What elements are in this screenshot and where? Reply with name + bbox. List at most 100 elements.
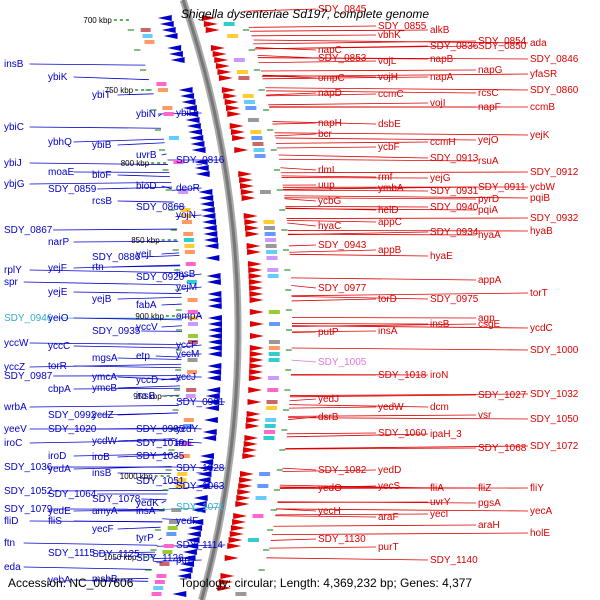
cog-block-right [268, 346, 280, 350]
gene-label: iroN [430, 370, 448, 381]
cog-block-left [186, 388, 197, 392]
minus-strand-feature [198, 465, 213, 471]
gene-callout-line [29, 126, 161, 129]
gene-callout-line [117, 93, 154, 96]
minus-strand-feature [189, 519, 204, 525]
gene-label: holE [530, 528, 550, 539]
gene-label: ycbG [318, 196, 342, 207]
cog-block-right [264, 232, 276, 236]
gene-callout-line [274, 133, 317, 137]
gene-callout-line [262, 74, 377, 78]
gene-label: SDY_1036 [4, 462, 53, 473]
cog-block-right [263, 220, 275, 224]
genome-title: Shigella dysenteriae Sd197, complete gen… [180, 7, 430, 21]
minus-strand-feature [163, 33, 178, 39]
gene-label: SDY_0836 [430, 41, 479, 52]
cog-block-right [265, 418, 277, 422]
gene-label: ftn [4, 538, 15, 549]
cog-block-right [266, 406, 278, 410]
cog-block-right [253, 148, 265, 152]
cog-block-left [178, 190, 189, 194]
gene-callout-line [117, 296, 182, 300]
gene-label: napB [430, 54, 454, 65]
cog-block-left [167, 526, 178, 530]
gene-callout-line [97, 427, 177, 430]
minus-strand-feature [172, 591, 187, 597]
plus-strand-feature [249, 333, 264, 339]
gene-label: SDY_0987 [4, 371, 53, 382]
minus-strand-feature [206, 375, 221, 381]
cog-block-right [266, 256, 278, 260]
minus-strand-feature [189, 135, 204, 141]
gene-label: yejG [430, 173, 451, 184]
gene-callout-line [73, 345, 182, 349]
cog-block-right [244, 100, 256, 104]
gene-callout-line [280, 171, 529, 174]
gene-label: SDY_0912 [530, 167, 579, 178]
gene-label: yejF [48, 263, 67, 274]
plus-strand-feature [202, 15, 216, 21]
cog-block-left [171, 508, 182, 512]
gene-label: SDY_1052 [4, 486, 53, 497]
plus-strand-feature [224, 555, 239, 561]
plus-strand-feature [247, 261, 262, 267]
cog-block-left [166, 532, 177, 536]
gene-label: agp [478, 313, 495, 324]
gene-label: yejE [48, 287, 68, 298]
gene-callout-line [272, 121, 377, 125]
gene-callout-line [289, 406, 377, 409]
minus-strand-feature [190, 141, 205, 147]
gene-label: yecI [430, 509, 448, 520]
gene-label: moaE [48, 167, 74, 178]
kbp-scale-label: 1000 kbp [120, 472, 153, 481]
gene-label: ymbA [378, 183, 404, 194]
gene-callout-line [117, 357, 182, 360]
gene-label: pqiB [530, 193, 550, 204]
gene-callout-line [291, 292, 529, 297]
gene-callout-line [73, 520, 163, 523]
plus-strand-feature [236, 495, 251, 501]
cog-block-left [151, 592, 162, 596]
plus-strand-feature [238, 483, 253, 489]
gene-label: yejO [478, 135, 499, 146]
gene-callout-line [73, 579, 149, 582]
minus-strand-feature [205, 393, 220, 399]
gene-callout-line [276, 508, 529, 512]
gene-callout-line [162, 518, 202, 522]
gene-label: yccF [176, 340, 197, 351]
cog-block-left [185, 394, 196, 398]
gene-callout-line [276, 146, 377, 149]
plus-strand-feature [249, 291, 264, 297]
plus-strand-feature [217, 585, 232, 591]
gene-label: SDY_0943 [318, 240, 367, 251]
gene-callout-line [117, 412, 178, 416]
gene-label: purT [378, 542, 399, 553]
gene-label: SDY_1140 [430, 555, 478, 566]
gene-label: fliZ [478, 483, 491, 494]
minus-strand-feature [159, 21, 174, 27]
gene-label: SDY_1005 [318, 357, 367, 368]
gene-label: ybiT [92, 90, 111, 101]
minus-strand-feature [168, 51, 183, 57]
gene-label: SDY_1064 [48, 489, 97, 500]
minus-strand-feature [207, 345, 222, 351]
cog-block-right [250, 130, 262, 134]
plus-strand-feature [243, 441, 258, 447]
plus-strand-feature [247, 249, 262, 255]
genome-footer: Accession: NC_007606 Topology: circular;… [8, 576, 598, 590]
gene-callout-line [251, 34, 377, 37]
gene-callout-line [285, 208, 477, 211]
gene-label: napH [318, 118, 342, 129]
gene-callout-line [272, 532, 529, 536]
gene-label: rsuA [478, 156, 499, 167]
gene-callout-line [260, 69, 477, 72]
left-gene-callouts [23, 63, 226, 582]
gene-callout-line [181, 353, 202, 355]
cog-block-left [157, 88, 168, 92]
gene-label: wrbA [3, 402, 27, 413]
minus-strand-feature [203, 417, 218, 423]
gene-label: SDY_0867 [4, 225, 53, 236]
gene-callout-line [97, 186, 173, 190]
gene-label: ybiN [136, 109, 156, 120]
plus-strand-feature [246, 411, 261, 417]
